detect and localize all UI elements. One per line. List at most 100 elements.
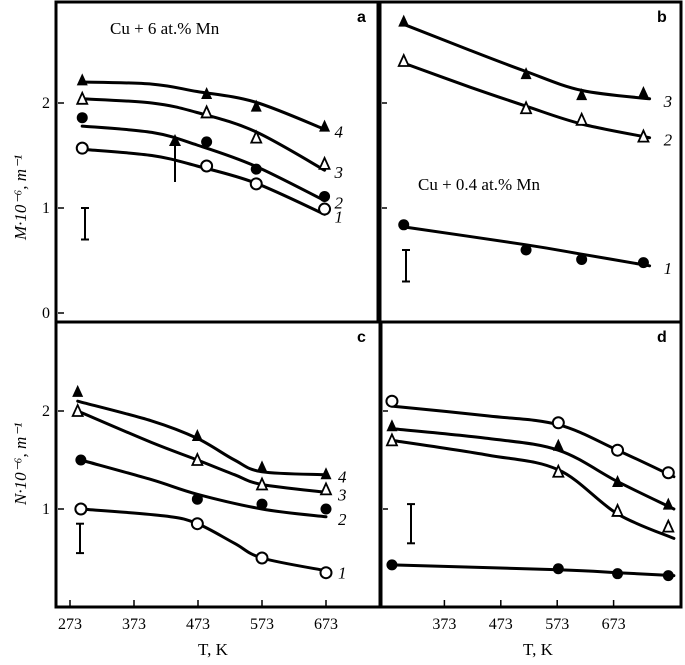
- panel-b-series-3-point: [576, 88, 588, 101]
- panel-d-series-3-point: [552, 438, 564, 451]
- panel-a-series-3-point: [75, 90, 89, 105]
- panel-c-series-1-point: [190, 517, 204, 531]
- panel-a-series-4-point: [76, 73, 88, 86]
- panel-d-xtick-label: 573: [545, 616, 569, 633]
- panel-c-xtick-label: 673: [314, 616, 338, 633]
- panel-c-series-4-line: [76, 399, 328, 477]
- panel-d-xtick-label: 473: [489, 616, 513, 633]
- panel-b-series-1-point: [637, 257, 649, 269]
- panel-a-ytick-label: 0: [42, 305, 50, 322]
- panel-c-series-1-point: [319, 566, 333, 580]
- panel-d-series-3-point: [386, 419, 398, 432]
- panel-a-series-1-point: [318, 202, 332, 216]
- panel-d-series-4-line: [390, 404, 676, 479]
- panel-c-series-1-point: [255, 551, 269, 565]
- panel-c-series-2-point: [320, 503, 332, 515]
- panel-b-series-2-label: 2: [664, 131, 673, 150]
- panel-a-series-2-point: [201, 136, 213, 148]
- panel-c-series-2-point: [256, 498, 268, 510]
- panel-a-arrow: [169, 134, 181, 182]
- panel-a-series-4-point: [319, 119, 331, 132]
- panel-b-series-1-point: [398, 219, 410, 231]
- panel-d-series-4-point: [611, 443, 625, 457]
- panel-a-series-3-point: [249, 129, 263, 144]
- panel-c-xtick-label: 373: [122, 616, 146, 633]
- panel-d-label: d: [657, 329, 667, 346]
- panel-d-series-1-point: [662, 570, 674, 582]
- panel-d-frame: [379, 320, 683, 609]
- panel-b-series-3-point: [520, 67, 532, 80]
- panel-a-ytick-label: 2: [42, 95, 50, 112]
- panel-c-series-1-line: [79, 507, 328, 573]
- panel-a-series-2-point: [76, 112, 88, 124]
- panel-d-xtick-label: 373: [432, 616, 456, 633]
- panel-c-xtick-label: 273: [58, 616, 82, 633]
- panel-d-series-3-point: [612, 475, 624, 488]
- panel-a-ytick-label: 1: [42, 200, 50, 217]
- panel-d-xtick-label: 673: [602, 616, 626, 633]
- panel-c-series-4-point: [191, 429, 203, 441]
- panel-a-annotation: Cu + 6 at.% Mn: [110, 19, 220, 38]
- panel-d-series-2-point: [611, 502, 624, 517]
- panel-a-series-3-line: [80, 97, 327, 172]
- panel-b-series-1-label: 1: [664, 259, 673, 278]
- panel-d-series-3-point: [662, 497, 674, 510]
- panel-b-series-3-line: [402, 22, 652, 101]
- panel-c-ytick-label: 1: [42, 501, 50, 518]
- panel-c-series-4-label: 4: [338, 468, 347, 487]
- panel-b-series-1-point: [520, 244, 532, 256]
- panel-a-series-3-point: [318, 155, 331, 170]
- panel-a-series-1-label: 1: [335, 207, 344, 226]
- panel-d-series-4-point: [385, 394, 399, 408]
- panel-a-series-2-line: [80, 124, 327, 203]
- panel-c-frame: [54, 320, 382, 609]
- panel-d-series-2-point: [551, 463, 565, 478]
- panel-a-series-1-point: [200, 159, 214, 173]
- panel-d-series-4-point: [661, 466, 675, 480]
- panel-a-label: a: [357, 9, 366, 26]
- panel-a-series-4-point: [201, 87, 213, 100]
- panel-a-series-2-point: [319, 190, 331, 202]
- panel-d-series-1-point: [386, 559, 398, 571]
- panel-c-series-3-point: [319, 481, 333, 496]
- panel-c-series-4-point: [320, 467, 332, 480]
- panel-d-series-1-line: [390, 563, 676, 578]
- panel-d-xlabel: T, K: [523, 640, 554, 659]
- panel-c-xtick-label: 473: [186, 616, 210, 633]
- panel-b-label: b: [657, 9, 667, 26]
- panel-a-series-1-point: [249, 177, 263, 191]
- panel-d-series-1-point: [552, 563, 564, 575]
- panel-b-series-3-label: 3: [663, 92, 673, 111]
- panel-c-series-4-point: [256, 460, 268, 473]
- panel-a-ylabel: M·10⁻⁶, m⁻¹: [11, 155, 30, 241]
- panel-c-series-2-point: [75, 454, 87, 466]
- panel-c-series-1-label: 1: [338, 564, 347, 583]
- panel-a-series-2-label: 2: [335, 194, 344, 213]
- panel-b-series-2-point: [575, 111, 589, 126]
- panel-c-series-1-point: [74, 502, 88, 516]
- panel-d-series-2-point: [661, 518, 675, 533]
- panel-a-series-4-line: [80, 80, 327, 131]
- panel-a-series-4-point: [250, 99, 262, 112]
- panel-a-series-3-point: [200, 104, 214, 119]
- panel-c-ytick-label: 2: [42, 403, 50, 420]
- panel-c-series-2-point: [191, 493, 203, 505]
- panel-a-series-1-line: [80, 147, 327, 216]
- panel-a-series-4-label: 4: [335, 122, 344, 141]
- panel-c-series-3-point: [190, 451, 204, 466]
- panel-c-series-3-line: [76, 409, 328, 494]
- panel-a-series-1-point: [75, 141, 89, 155]
- panel-b-series-3-point: [398, 14, 410, 27]
- panel-b-frame: [378, 0, 683, 324]
- panel-b-series-1-point: [576, 253, 588, 265]
- panel-a-series-2-point: [250, 163, 262, 175]
- panel-d-series-3-line: [390, 427, 676, 511]
- panel-c-xlabel: T, K: [198, 640, 229, 659]
- panel-b-series-3-point: [637, 86, 649, 98]
- panel-c-label: c: [357, 329, 366, 346]
- panel-b-series-2-point: [519, 100, 533, 115]
- panel-b-series-1-line: [402, 225, 652, 268]
- panel-c-ylabel: N·10⁻⁶, m⁻¹: [11, 423, 30, 506]
- panel-a-frame: [54, 0, 380, 324]
